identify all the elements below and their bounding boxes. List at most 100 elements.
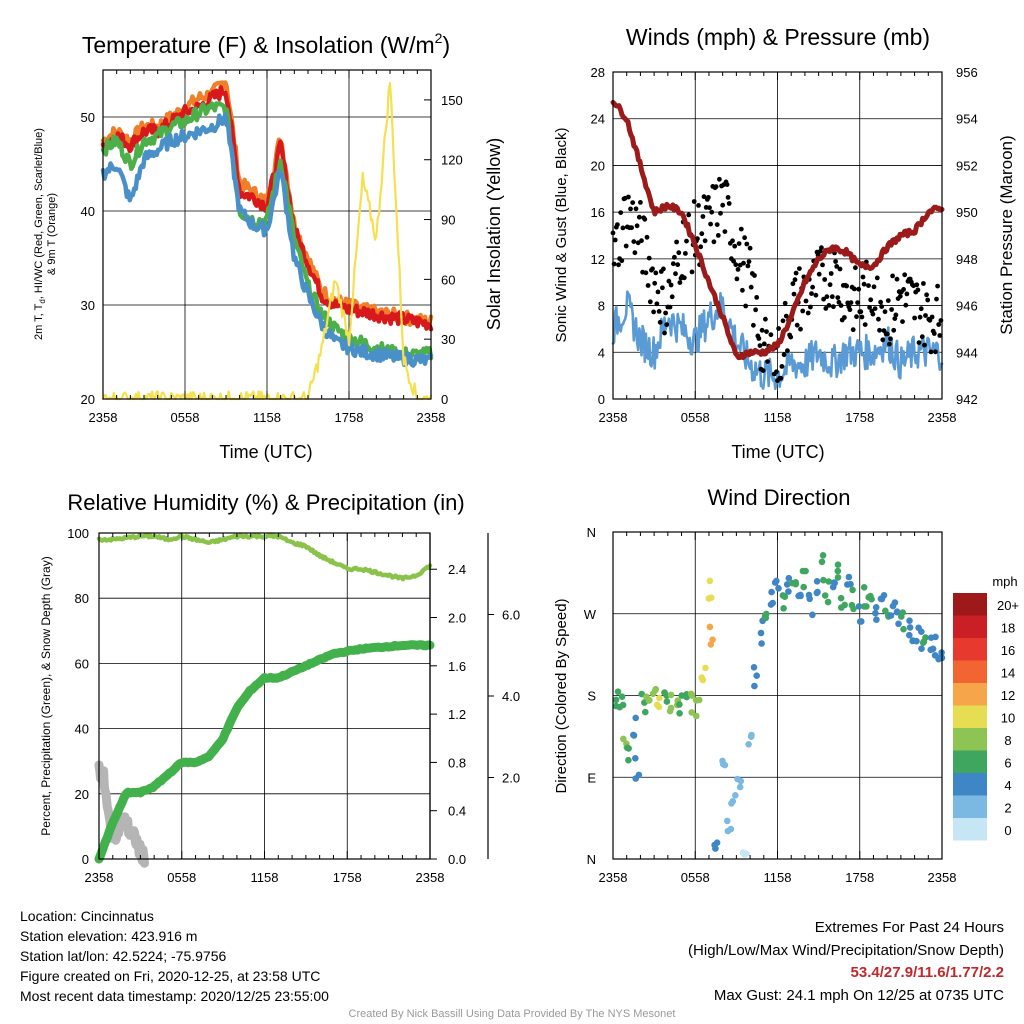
gust-point: [902, 272, 908, 278]
gust-point: [653, 270, 659, 276]
speed-legend-label: 6: [1004, 756, 1011, 771]
direction-point: [872, 604, 880, 611]
rh-x-tick-label: 2358: [85, 870, 114, 885]
temperature-y-tick-label: 40: [81, 204, 95, 219]
direction-point: [845, 573, 853, 581]
direction-point: [719, 757, 726, 765]
direction-point: [858, 618, 865, 625]
gust-point: [760, 368, 766, 373]
gust-point: [915, 287, 921, 293]
gust-point: [718, 210, 723, 216]
gust-point: [780, 318, 786, 324]
gust-point: [824, 294, 830, 300]
most-recent-timestamp: Most recent data timestamp: 2020/12/25 2…: [20, 988, 329, 1004]
direction-point: [909, 637, 916, 645]
direction-point: [706, 623, 714, 631]
gust-point: [669, 294, 675, 300]
gust-point: [618, 210, 624, 216]
gust-point: [887, 341, 892, 347]
wind-x-tick-label: 0558: [681, 410, 710, 425]
gust-point: [805, 310, 811, 316]
gust-point: [817, 248, 823, 254]
direction-point: [663, 698, 671, 705]
gust-point: [885, 298, 891, 303]
direction-point: [834, 561, 842, 568]
gust-point: [711, 239, 717, 245]
gust-point: [725, 195, 731, 200]
rh-x-tick-label: 0558: [167, 870, 196, 885]
gust-point: [879, 304, 885, 309]
precip-y-tick-label: 1.6: [448, 659, 466, 674]
direction-point: [863, 603, 870, 610]
gust-point: [754, 295, 760, 300]
solar-y-tick-label: 150: [441, 93, 463, 108]
direction-point: [732, 792, 739, 799]
direction-series: [612, 552, 946, 858]
station-info: Location: Cincinnatus Station elevation:…: [20, 906, 329, 1006]
speed-legend-swatch: [953, 683, 987, 706]
gust-point: [681, 275, 687, 281]
pressure-y-tick-label: 942: [956, 392, 978, 407]
rh-y-tick-label: 20: [75, 787, 89, 802]
gust-point: [620, 225, 626, 231]
pressure-y-tick-label: 952: [956, 158, 978, 173]
direction-point: [927, 646, 934, 654]
direction-point: [802, 567, 809, 575]
speed-legend-swatch: [953, 660, 987, 683]
gust-point: [874, 275, 880, 281]
gust-point: [798, 326, 803, 332]
direction-point: [775, 585, 782, 592]
gust-point: [672, 254, 677, 260]
gust-point: [709, 209, 715, 215]
gust-point: [743, 303, 749, 309]
direction-point: [880, 592, 888, 599]
gust-point: [819, 245, 824, 251]
gust-point: [829, 294, 835, 300]
direction-point: [656, 694, 663, 702]
direction-point: [931, 652, 939, 659]
direction-y-tick-label: W: [584, 607, 597, 622]
gust-point: [736, 241, 742, 247]
gust-point: [651, 309, 656, 315]
gust-point: [884, 331, 890, 337]
gust-point: [628, 206, 633, 212]
rh-y-tick-label: 0: [82, 852, 89, 867]
gust-point: [662, 330, 667, 336]
snow-y-tick-label: 6.0: [502, 608, 520, 623]
gust-point: [645, 283, 651, 288]
speed-legend-label: 12: [1001, 688, 1015, 703]
gust-point: [731, 258, 736, 264]
precip-y-tick-label: 0.0: [448, 852, 466, 867]
gust-point: [726, 201, 732, 206]
speed-legend-swatch: [953, 750, 987, 773]
gust-point: [853, 265, 858, 271]
solar-y-tick-label: 120: [441, 153, 463, 168]
speed-legend-swatch: [953, 615, 987, 638]
rh-ylabel: Percent, Precipitation (Green), & Snow D…: [39, 556, 53, 835]
gust-point: [792, 277, 798, 283]
direction-point: [632, 755, 639, 762]
gust-point: [783, 313, 789, 319]
gust-point: [855, 300, 860, 305]
speed-legend-label: 16: [1001, 643, 1015, 658]
direction-panel: Wind Direction 2358 0558 1158 1758 2358NESWN…: [553, 485, 1019, 885]
gust-point: [720, 202, 726, 208]
pressure-y-tick-label: 946: [956, 299, 978, 314]
direction-point: [706, 577, 714, 585]
gust-point: [696, 203, 701, 208]
gust-point: [833, 259, 838, 264]
direction-point: [712, 845, 719, 852]
direction-point: [614, 688, 622, 695]
gust-point: [877, 327, 882, 333]
gust-point: [788, 334, 794, 340]
gust-point: [867, 305, 872, 310]
gust-point: [768, 332, 774, 338]
gust-point: [827, 282, 833, 288]
direction-point: [893, 608, 901, 616]
gust-point: [821, 296, 826, 302]
direction-point: [741, 851, 748, 858]
gust-point: [776, 326, 781, 331]
gust-point: [748, 284, 754, 290]
rh-x-tick-label: 1158: [251, 870, 279, 885]
